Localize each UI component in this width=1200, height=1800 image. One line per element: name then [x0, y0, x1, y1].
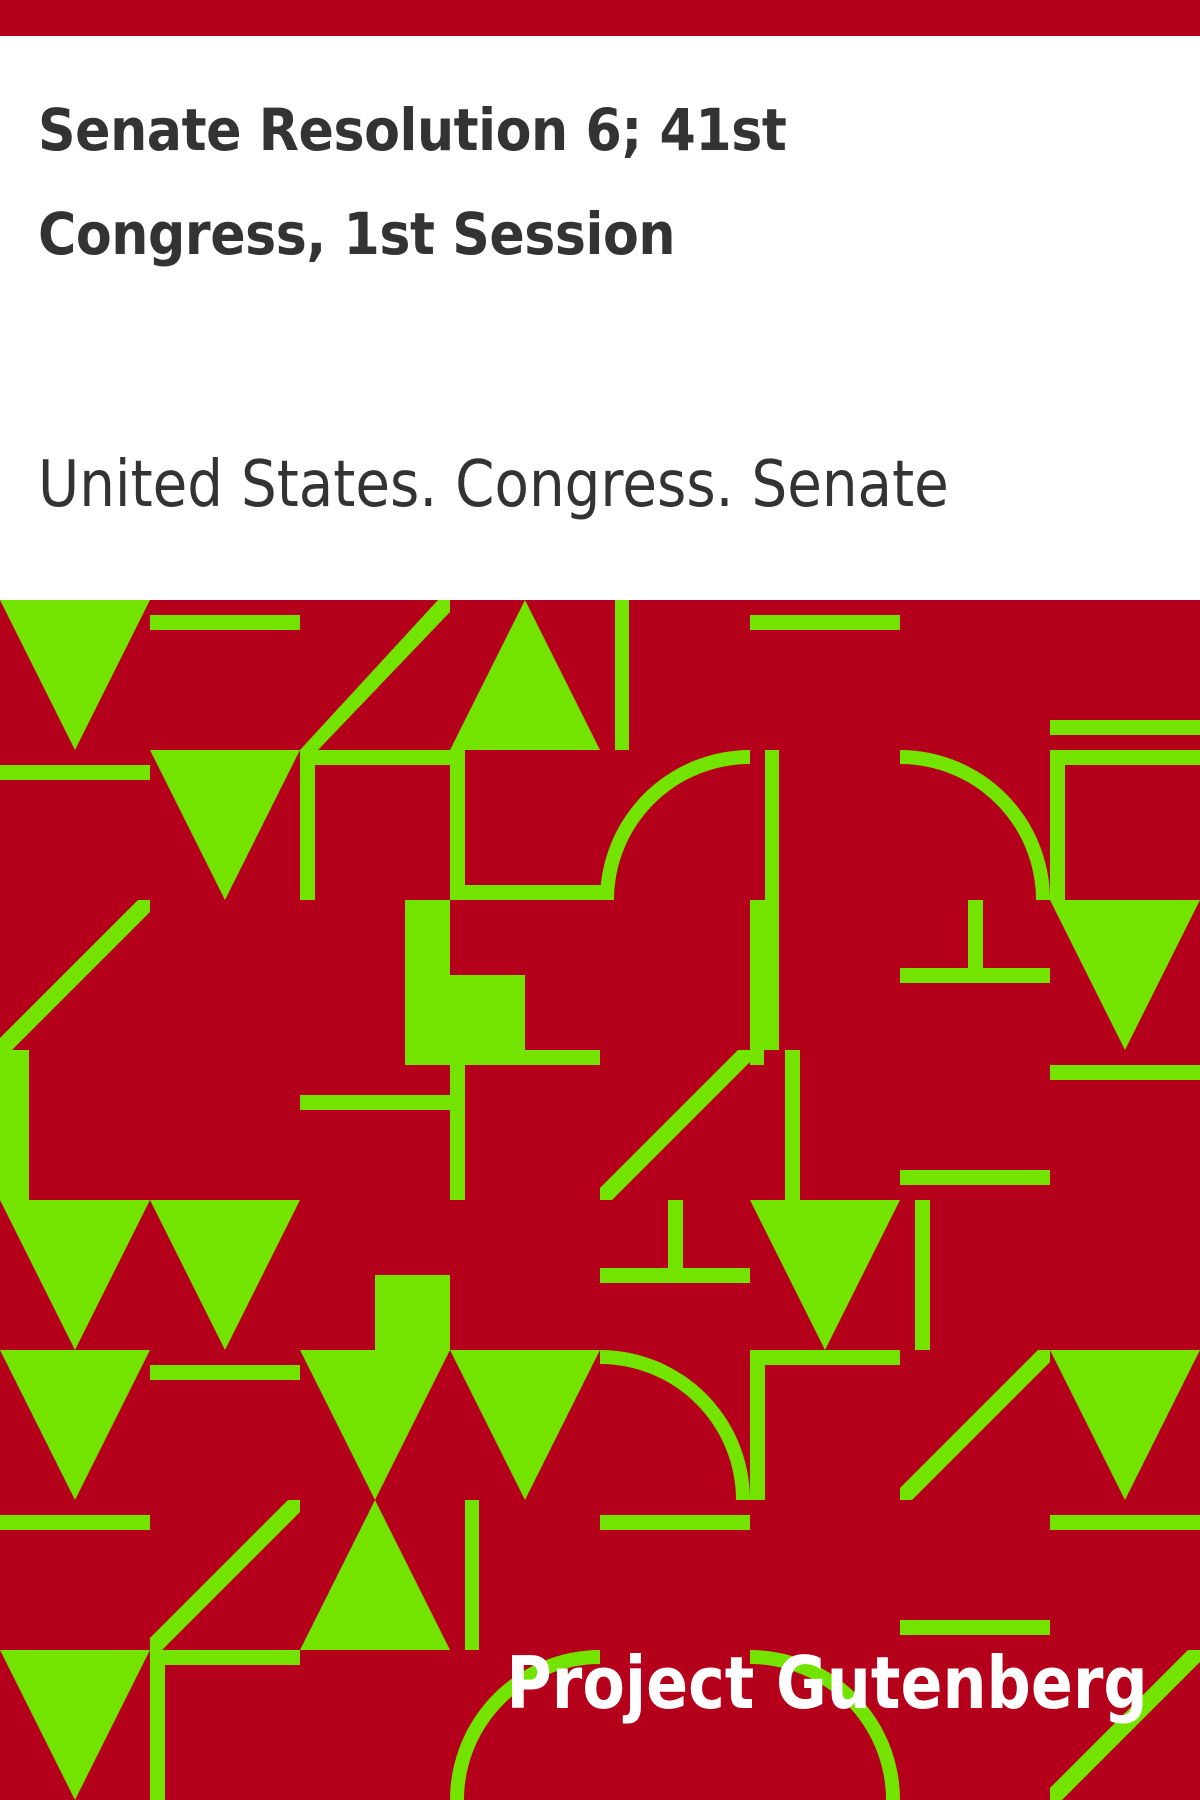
block	[450, 975, 525, 1050]
publisher-name: Project Gutenberg	[506, 1641, 1148, 1725]
bar	[600, 1515, 750, 1530]
bar	[450, 885, 605, 900]
triangle-down	[150, 750, 300, 900]
triangle-up	[300, 1500, 450, 1650]
triangle-down	[0, 600, 150, 750]
bar	[450, 1050, 465, 1200]
bar	[765, 750, 779, 900]
quarter-arc	[600, 1350, 750, 1500]
block	[405, 900, 450, 1050]
block	[375, 1275, 450, 1350]
triangle-down	[450, 1350, 600, 1500]
quarter-arc	[600, 750, 750, 900]
bar	[0, 1050, 15, 1200]
bar	[1050, 1515, 1200, 1530]
bar	[1050, 750, 1065, 900]
diagonal-stroke	[300, 600, 450, 750]
stem	[968, 900, 983, 975]
bar	[15, 1050, 29, 1200]
triangle-up	[450, 600, 600, 750]
bar	[1050, 1065, 1200, 1080]
bar	[450, 750, 465, 890]
quarter-arc	[450, 1650, 600, 1800]
cover-pattern	[0, 600, 1200, 1800]
triangle-down	[300, 1350, 450, 1500]
bar	[750, 1350, 900, 1365]
bar	[450, 1050, 600, 1065]
bar	[1050, 720, 1200, 735]
bar	[300, 750, 450, 765]
bar	[750, 1350, 765, 1500]
bar	[785, 1050, 800, 1200]
diagonal-stroke	[150, 1500, 300, 1650]
bar	[0, 765, 150, 780]
triangle-down	[0, 1350, 150, 1500]
triangle-down	[750, 1200, 900, 1350]
bar	[600, 1268, 750, 1283]
bar	[465, 1500, 479, 1650]
diagonal-stroke	[900, 1350, 1050, 1500]
triangle-down	[1050, 900, 1200, 1050]
diagonal-stroke	[0, 900, 150, 1050]
quarter-arc	[900, 750, 1050, 900]
quarter-arc	[750, 1650, 900, 1800]
bar	[150, 1365, 300, 1380]
bar	[900, 968, 1050, 983]
bar	[900, 1620, 1050, 1635]
bar	[150, 1650, 165, 1800]
stem	[668, 1200, 683, 1275]
bar	[750, 1050, 764, 1065]
bar	[1050, 750, 1200, 765]
bar	[150, 615, 300, 630]
bar	[300, 1095, 450, 1110]
book-author: United States. Congress. Senate	[38, 448, 949, 522]
block	[405, 1050, 450, 1065]
bar	[750, 615, 900, 630]
triangle-down	[0, 1200, 150, 1350]
diagonal-stroke	[1050, 1650, 1200, 1800]
bar	[915, 1200, 930, 1350]
book-title: Senate Resolution 6; 41st Congress, 1st …	[38, 96, 787, 268]
pattern-shapes	[0, 600, 1200, 1800]
bar	[150, 1650, 300, 1665]
triangle-down	[1050, 1350, 1200, 1500]
diagonal-stroke	[600, 1050, 750, 1200]
triangle-down	[150, 1200, 300, 1350]
bar	[750, 900, 779, 1050]
bar	[300, 750, 315, 900]
bar	[900, 1170, 1050, 1185]
bar	[0, 1515, 150, 1530]
bar	[615, 600, 629, 750]
top-color-bar	[0, 0, 1200, 36]
triangle-down	[0, 1650, 150, 1800]
